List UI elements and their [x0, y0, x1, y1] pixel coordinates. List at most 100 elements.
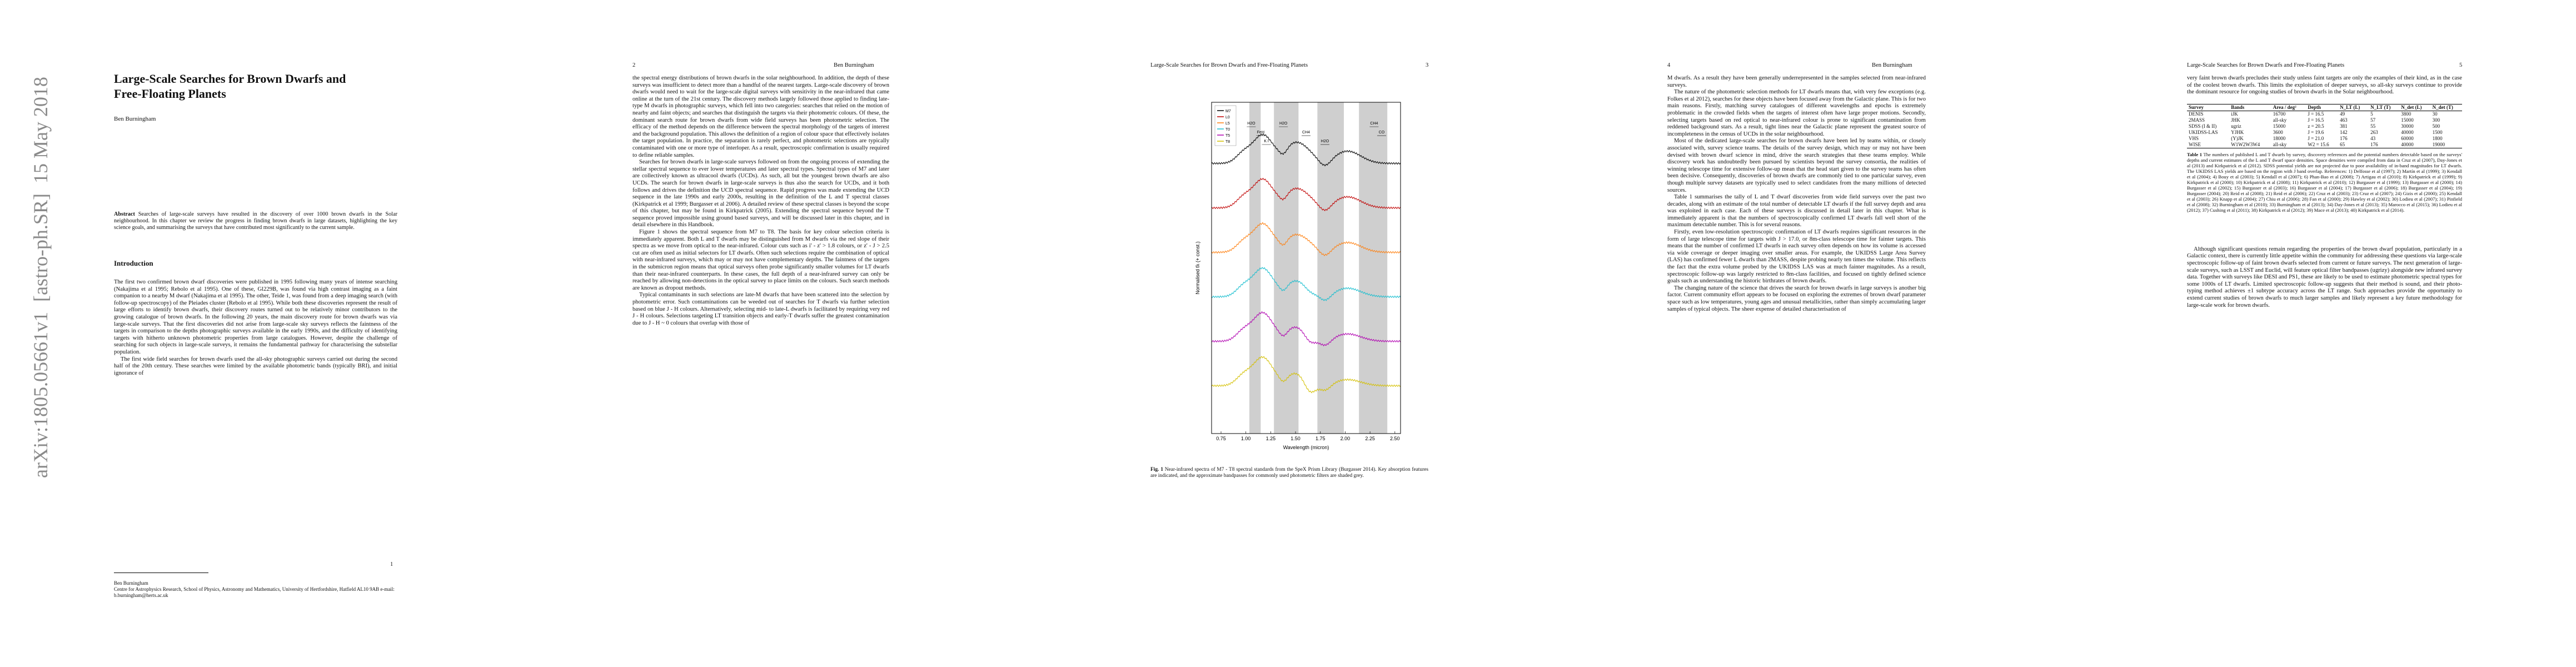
- table-header: Survey Bands Area / deg² Depth N_LT (L) N_LT …: [2187, 104, 2462, 111]
- feature-label: CO: [1379, 131, 1385, 135]
- page-number: 4: [1667, 62, 1671, 68]
- figure-caption: Fig. 1 Near-infrared spectra of M7 - T8 …: [1150, 467, 1428, 479]
- page-number: 3: [1426, 62, 1429, 68]
- feature-label: CH4: [1302, 131, 1310, 135]
- x-tick-label: 2.50: [1390, 436, 1400, 441]
- legend-label: T0: [1225, 128, 1230, 132]
- feature-label: H2O: [1279, 122, 1288, 126]
- table-cell: 57: [2370, 117, 2376, 123]
- paragraph: the spectral energy distributions of bro…: [632, 75, 889, 158]
- table-body: DENIS iJK 16700 J = 16.5 49 5 3800 30 2MASS JHK al…: [2187, 111, 2462, 148]
- table-cell: YJHK: [2231, 129, 2244, 135]
- y-axis-label: Normalised fλ (+ const.): [1195, 241, 1200, 294]
- table-row: DENIS iJK 16700 J = 16.5 49 5 3800 30: [2187, 111, 2462, 117]
- paragraph: Figure 1 shows the spectral sequence fro…: [632, 229, 889, 291]
- table-cell: J = 16.5: [2308, 117, 2324, 123]
- paragraph: Searches for brown dwarfs in large-scale…: [632, 159, 889, 228]
- table-cell: JHK: [2231, 117, 2240, 123]
- legend-label: T8: [1225, 140, 1230, 144]
- table-cell: 60000: [2401, 135, 2414, 141]
- paper-title: Large-Scale Searches for Brown Dwarfs an…: [114, 72, 346, 101]
- paragraph: Typical contaminants in such selections …: [632, 292, 889, 326]
- table-cell: all-sky: [2273, 141, 2287, 147]
- table-cell: 2MASS: [2189, 117, 2205, 123]
- filter-band: [1317, 102, 1344, 434]
- arxiv-stamp: arXiv:1805.05661v1 [astro-ph.SR] 15 May …: [29, 77, 52, 478]
- legend-label: T5: [1225, 134, 1230, 138]
- table-cell: 3800: [2401, 111, 2411, 117]
- plot-frame: [1211, 102, 1401, 434]
- legend-box: [1214, 105, 1237, 146]
- x-tick-label: 1.00: [1241, 436, 1251, 441]
- table-cell: 40000: [2401, 129, 2414, 135]
- legend-label: L5: [1225, 122, 1230, 126]
- table-wrap: Survey Bands Area / deg² Depth N_LT (L) N_LT …: [2187, 104, 2462, 148]
- paragraph: Table 1 summarises the tally of L and T …: [1667, 194, 1926, 228]
- table-cell: (Y)JK: [2231, 135, 2244, 141]
- page-number: 2: [632, 62, 636, 68]
- table-cell: 1500: [2432, 129, 2443, 135]
- table-cell: 3600: [2273, 129, 2283, 135]
- paragraph: Although significant questions remain re…: [2187, 246, 2462, 308]
- table-cell: 263: [2370, 129, 2378, 135]
- x-tick-label: 2.00: [1341, 436, 1351, 441]
- filter-band: [1274, 102, 1299, 434]
- legend-label: L0: [1225, 116, 1230, 120]
- paragraph: The first wide field searches for brown …: [114, 356, 397, 376]
- caption-label: Fig. 1: [1150, 467, 1163, 472]
- table-header-cell: N_LT (L): [2340, 104, 2360, 110]
- filter-band: [1359, 102, 1388, 434]
- footnote-rule: [114, 573, 208, 576]
- table-cell: 463: [2340, 117, 2348, 123]
- table-cell: W1W2W3W4: [2231, 141, 2260, 147]
- table-cell: all-sky: [2273, 117, 2287, 123]
- spectrum: [1211, 133, 1401, 167]
- table-header-cell: Depth: [2308, 104, 2321, 110]
- feature-label: FeH: [1257, 131, 1264, 135]
- table-header-cell: Area / deg²: [2273, 104, 2296, 110]
- page-number: 5: [2459, 62, 2463, 68]
- table-cell: z = 20.5: [2308, 123, 2324, 129]
- footnote-name: Ben Burningham: [114, 580, 148, 586]
- table-cell: SDSS (I & II): [2189, 123, 2217, 129]
- footnote-address: Centre for Astrophysics Research, School…: [114, 586, 395, 598]
- spectrum: [1211, 222, 1401, 256]
- table-row: SDSS (I & II) ugriz 15000 z = 20.5 381 55 3000…: [2187, 123, 2462, 130]
- x-tick-label: 0.75: [1216, 436, 1226, 441]
- table-cell: J = 16.5: [2308, 111, 2324, 117]
- spectrum: [1211, 356, 1401, 394]
- table-caption-label: Table 1: [2187, 151, 2203, 157]
- feature-label: K I: [1264, 140, 1269, 143]
- table-cell: 40000: [2401, 141, 2414, 147]
- table-cell: 18000: [2273, 135, 2286, 141]
- table-cell: UKIDSS-LAS: [2189, 129, 2218, 135]
- table-cell: VHS: [2189, 135, 2199, 141]
- table-cell: 16700: [2273, 111, 2286, 117]
- table-cell: 300: [2432, 117, 2440, 123]
- paragraph: Firstly, even low-resolution spectroscop…: [1667, 229, 1926, 285]
- filter-band: [1249, 102, 1261, 434]
- author: Ben Burningham: [114, 116, 156, 122]
- spectrum: [1211, 178, 1401, 211]
- table-cell: 176: [2370, 141, 2378, 147]
- table-cell: J = 21.0: [2308, 135, 2324, 141]
- table-cell: J = 19.6: [2308, 129, 2324, 135]
- table-cell: 49: [2340, 111, 2345, 117]
- caption-text: Near-infrared spectra of M7 - T8 spectra…: [1150, 467, 1428, 479]
- body: the spectral energy distributions of bro…: [632, 75, 889, 327]
- running-head: Ben Burningham: [1872, 62, 1912, 68]
- abstract-text: Searches of large-scale surveys have res…: [114, 211, 397, 231]
- table-cell: 55: [2370, 123, 2376, 129]
- table-cell: 19000: [2432, 141, 2445, 147]
- table-caption: Table 1 The numbers of published L and T…: [2187, 152, 2462, 213]
- paragraph: The nature of the photometric selection …: [1667, 89, 1926, 137]
- table-cell: 176: [2340, 135, 2348, 141]
- section-heading: Introduction: [114, 259, 153, 267]
- legend-label: M7: [1225, 109, 1231, 113]
- table-cell: 15000: [2401, 117, 2414, 123]
- spectrum: [1211, 311, 1401, 347]
- table: Survey Bands Area / deg² Depth N_LT (L) N_LT …: [2187, 104, 2462, 148]
- table-cell: WISE: [2189, 141, 2201, 147]
- page-1: Large-Scale Searches for Brown Dwarfs an…: [114, 71, 397, 377]
